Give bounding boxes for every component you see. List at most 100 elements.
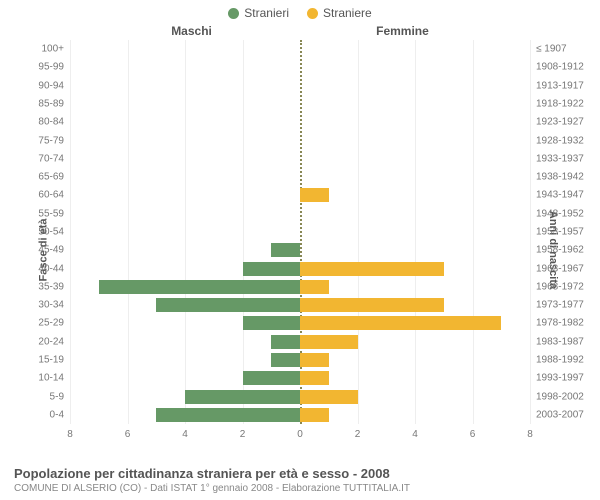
population-pyramid-chart: Maschi Femmine 864202468100+≤ 190795-991… [70, 40, 530, 424]
age-row: 65-691938-1942 [70, 168, 530, 186]
birth-year-label: ≤ 1907 [536, 44, 567, 55]
column-title-female: Femmine [376, 24, 429, 38]
x-tick-label: 0 [297, 429, 303, 440]
age-label: 75-79 [38, 135, 64, 146]
bar-male [243, 371, 301, 385]
bar-male [99, 280, 300, 294]
bar-female [300, 335, 358, 349]
bar-male [156, 408, 300, 422]
age-label: 100+ [41, 44, 64, 55]
x-tick-label: 8 [527, 429, 533, 440]
age-row: 10-141993-1997 [70, 369, 530, 387]
age-label: 25-29 [38, 318, 64, 329]
birth-year-label: 1918-1922 [536, 98, 584, 109]
birth-year-label: 1938-1942 [536, 172, 584, 183]
age-row: 90-941913-1917 [70, 77, 530, 95]
gridline [530, 40, 531, 424]
age-row: 75-791928-1932 [70, 131, 530, 149]
age-row: 70-741933-1937 [70, 150, 530, 168]
birth-year-label: 1993-1997 [536, 373, 584, 384]
age-label: 5-9 [50, 391, 64, 402]
birth-year-label: 1908-1912 [536, 62, 584, 73]
chart-legend: Stranieri Straniere [0, 0, 600, 20]
age-label: 50-54 [38, 226, 64, 237]
age-label: 55-59 [38, 208, 64, 219]
x-tick-label: 2 [240, 429, 246, 440]
bar-male [271, 353, 300, 367]
bar-male [271, 335, 300, 349]
age-label: 70-74 [38, 153, 64, 164]
birth-year-label: 1928-1932 [536, 135, 584, 146]
age-row: 5-91998-2002 [70, 387, 530, 405]
legend-item-male: Stranieri [228, 6, 289, 20]
age-row: 60-641943-1947 [70, 186, 530, 204]
birth-year-label: 1958-1962 [536, 245, 584, 256]
age-row: 0-42003-2007 [70, 406, 530, 424]
birth-year-label: 1943-1947 [536, 190, 584, 201]
age-label: 85-89 [38, 98, 64, 109]
birth-year-label: 1948-1952 [536, 208, 584, 219]
bar-female [300, 371, 329, 385]
birth-year-label: 1968-1972 [536, 281, 584, 292]
x-tick-label: 4 [412, 429, 418, 440]
age-label: 40-44 [38, 263, 64, 274]
age-label: 90-94 [38, 80, 64, 91]
legend-dot-female [307, 8, 318, 19]
bar-male [243, 262, 301, 276]
age-row: 100+≤ 1907 [70, 40, 530, 58]
birth-year-label: 2003-2007 [536, 409, 584, 420]
bar-female [300, 353, 329, 367]
age-row: 55-591948-1952 [70, 205, 530, 223]
plot-area: 864202468100+≤ 190795-991908-191290-9419… [70, 40, 530, 424]
age-label: 30-34 [38, 300, 64, 311]
bar-female [300, 280, 329, 294]
legend-label-male: Stranieri [244, 6, 289, 20]
chart-footer: Popolazione per cittadinanza straniera p… [14, 466, 586, 494]
birth-year-label: 1923-1927 [536, 117, 584, 128]
legend-dot-male [228, 8, 239, 19]
bar-female [300, 408, 329, 422]
birth-year-label: 1933-1937 [536, 153, 584, 164]
age-label: 20-24 [38, 336, 64, 347]
age-row: 35-391968-1972 [70, 278, 530, 296]
birth-year-label: 1963-1967 [536, 263, 584, 274]
age-label: 60-64 [38, 190, 64, 201]
age-row: 40-441963-1967 [70, 259, 530, 277]
column-title-male: Maschi [171, 24, 212, 38]
bar-female [300, 390, 358, 404]
birth-year-label: 1973-1977 [536, 300, 584, 311]
age-row: 50-541953-1957 [70, 223, 530, 241]
birth-year-label: 1983-1987 [536, 336, 584, 347]
legend-item-female: Straniere [307, 6, 372, 20]
bar-male [185, 390, 300, 404]
age-row: 25-291978-1982 [70, 314, 530, 332]
age-row: 95-991908-1912 [70, 58, 530, 76]
bar-male [156, 298, 300, 312]
age-label: 0-4 [50, 409, 64, 420]
bar-female [300, 298, 444, 312]
age-label: 10-14 [38, 373, 64, 384]
birth-year-label: 1913-1917 [536, 80, 584, 91]
birth-year-label: 1953-1957 [536, 226, 584, 237]
bar-female [300, 262, 444, 276]
bar-male [271, 243, 300, 257]
birth-year-label: 1978-1982 [536, 318, 584, 329]
x-tick-label: 4 [182, 429, 188, 440]
bar-female [300, 316, 501, 330]
legend-label-female: Straniere [323, 6, 372, 20]
chart-subtitle: COMUNE DI ALSERIO (CO) - Dati ISTAT 1° g… [14, 483, 586, 494]
age-label: 35-39 [38, 281, 64, 292]
age-row: 30-341973-1977 [70, 296, 530, 314]
age-row: 20-241983-1987 [70, 333, 530, 351]
birth-year-label: 1988-1992 [536, 354, 584, 365]
x-tick-label: 2 [355, 429, 361, 440]
bar-female [300, 188, 329, 202]
age-label: 45-49 [38, 245, 64, 256]
birth-year-label: 1998-2002 [536, 391, 584, 402]
age-label: 95-99 [38, 62, 64, 73]
age-label: 80-84 [38, 117, 64, 128]
x-tick-label: 6 [470, 429, 476, 440]
age-label: 65-69 [38, 172, 64, 183]
chart-title: Popolazione per cittadinanza straniera p… [14, 466, 586, 481]
age-row: 15-191988-1992 [70, 351, 530, 369]
